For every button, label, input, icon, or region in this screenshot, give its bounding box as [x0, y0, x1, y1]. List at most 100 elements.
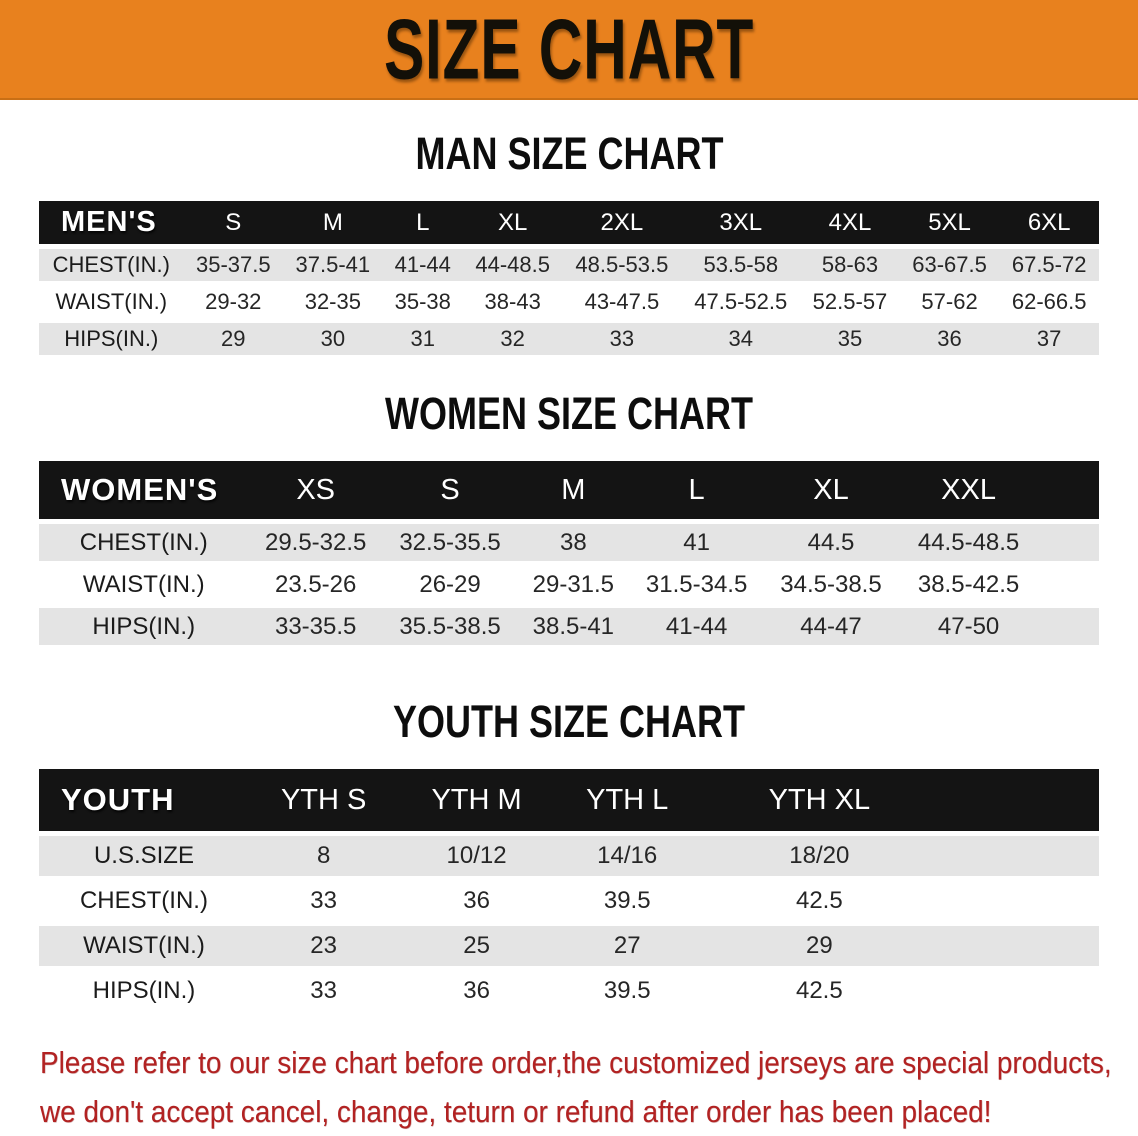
size-value-cell: 36	[463, 977, 490, 1004]
size-value-cell: 63-67.5	[899, 249, 1000, 281]
table-row: CHEST(IN.) 33 36 39.5 42.5	[39, 881, 1099, 921]
size-column-header: S	[183, 201, 284, 244]
size-value-cell: 39.5	[603, 977, 651, 1004]
size-column-header: YTH XL	[699, 769, 1099, 831]
size-value-cell: 32.5-35.5	[382, 524, 518, 561]
size-value-cell: 37	[999, 323, 1099, 355]
size-value-cell: 34.5-38.5	[780, 570, 882, 598]
table-row: HIPS(IN.) 29 30 31 32 33 34 35 36 37	[39, 323, 1099, 355]
size-value-cell: 58-63	[800, 249, 900, 281]
size-column-header: M	[517, 461, 630, 519]
size-value-cell: 44-48.5	[462, 249, 563, 281]
size-value-cell: 29	[183, 323, 284, 355]
size-value-cell: 10/12	[398, 836, 555, 876]
size-value-cell: 38.5-41	[517, 608, 630, 645]
table-header-row: YOUTH YTH S YTH M YTH L YTH XL	[39, 769, 1099, 831]
size-value-cell: 8	[248, 836, 399, 876]
size-value-cell: 35	[800, 323, 900, 355]
size-column-header: 5XL	[899, 201, 1000, 244]
size-value-cell: 25	[398, 926, 555, 966]
table-row: U.S.SIZE 8 10/12 14/16 18/20	[39, 836, 1099, 876]
table-header-row: WOMEN'S XS S M L XL XXL	[39, 461, 1099, 519]
youth-section-heading: YOUTH SIZE CHART	[0, 696, 1138, 748]
row-label: HIPS(IN.)	[92, 977, 196, 1004]
table-row: CHEST(IN.) 35-37.5 37.5-41 41-44 44-48.5 48.5…	[39, 249, 1099, 281]
women-size-table: WOMEN'S XS S M L XL XXL CHEST(IN.) 29.5-32.5 32.5…	[39, 456, 1099, 650]
row-label: CHEST(IN.)	[39, 524, 249, 561]
size-value-cell: 41	[629, 524, 764, 561]
size-column-header: XL	[763, 461, 899, 519]
row-label: HIPS(IN.)	[39, 608, 249, 645]
table-row: CHEST(IN.) 29.5-32.5 32.5-35.5 38 41 44.5 44.5…	[39, 524, 1099, 561]
size-column-header: XXL	[898, 461, 1099, 519]
size-value-cell: 47.5-52.5	[694, 289, 788, 314]
size-column-header: L	[629, 461, 764, 519]
size-value-cell: 62-66.5	[1011, 289, 1087, 314]
size-column-header: S	[382, 461, 518, 519]
size-value-cell: 35-38	[394, 289, 451, 314]
size-value-cell: 29-31.5	[532, 570, 615, 598]
size-value-cell: 27	[554, 926, 700, 966]
size-value-cell: 52.5-57	[812, 289, 888, 314]
size-value-cell: 44.5-48.5	[898, 524, 1099, 561]
table-row: HIPS(IN.) 33 36 39.5 42.5	[39, 971, 1099, 1011]
disclaimer-line: we don't accept cancel, change, teturn o…	[40, 1094, 992, 1129]
size-value-cell: 29-32	[205, 289, 262, 314]
row-label: CHEST(IN.)	[79, 887, 208, 914]
size-value-cell: 30	[283, 323, 383, 355]
size-value-cell: 29.5-32.5	[248, 524, 383, 561]
row-label: U.S.SIZE	[39, 836, 249, 876]
table-row: WAIST(IN.) 23.5-26 26-29 29-31.5 31.5-34.5 34…	[39, 566, 1099, 603]
women-section-heading: WOMEN SIZE CHART	[0, 388, 1138, 440]
size-value-cell: 38.5-42.5	[917, 570, 1020, 598]
size-value-cell: 48.5-53.5	[562, 249, 682, 281]
table-header-row: MEN'S S M L XL 2XL 3XL 4XL 5XL 6XL	[39, 201, 1099, 244]
section-heading-text: MAN SIZE CHART	[414, 128, 723, 179]
page-title: SIZE CHART	[383, 1, 755, 97]
table-header-label: WOMEN'S	[39, 461, 249, 519]
size-value-cell: 14/16	[554, 836, 700, 876]
size-value-cell: 39.5	[603, 887, 651, 914]
section-heading-text: WOMEN SIZE CHART	[384, 388, 753, 439]
size-value-cell: 31	[382, 323, 463, 355]
size-value-cell: 33-35.5	[248, 608, 383, 645]
size-column-header: M	[283, 201, 383, 244]
size-value-cell: 38-43	[484, 289, 541, 314]
size-column-header: XL	[462, 201, 563, 244]
size-column-header: 3XL	[681, 201, 801, 244]
men-section-heading: MAN SIZE CHART	[0, 128, 1138, 180]
size-column-header: XS	[248, 461, 383, 519]
row-label: WAIST(IN.)	[39, 926, 249, 966]
size-value-cell: 41-44	[382, 249, 463, 281]
table-header-label: YOUTH	[39, 769, 249, 831]
table-row: WAIST(IN.) 29-32 32-35 35-38 38-43 43-47.5 47.…	[39, 286, 1099, 318]
size-value-cell: 35-37.5	[183, 249, 284, 281]
size-value-cell: 53.5-58	[681, 249, 801, 281]
row-label: CHEST(IN.)	[39, 249, 184, 281]
size-value-cell: 36	[463, 887, 490, 914]
size-value-cell: 44.5	[763, 524, 899, 561]
size-value-cell: 23	[248, 926, 399, 966]
size-value-cell: 37.5-41	[283, 249, 383, 281]
size-value-cell: 42.5	[795, 977, 843, 1004]
size-value-cell: 34	[681, 323, 801, 355]
size-value-cell: 38	[517, 524, 630, 561]
size-column-header: YTH M	[398, 769, 555, 831]
row-label: WAIST(IN.)	[55, 289, 168, 314]
table-header-label: MEN'S	[39, 201, 184, 244]
size-value-cell: 67.5-72	[999, 249, 1099, 281]
size-column-header: 4XL	[800, 201, 900, 244]
size-column-header: 2XL	[562, 201, 682, 244]
size-column-header: YTH L	[554, 769, 700, 831]
size-value-cell: 36	[899, 323, 1000, 355]
disclaimer-note: Please refer to our size chart before or…	[40, 1038, 1138, 1136]
disclaimer-line: Please refer to our size chart before or…	[40, 1045, 1112, 1080]
size-value-cell: 42.5	[795, 887, 843, 914]
size-value-cell: 41-44	[629, 608, 764, 645]
size-value-cell: 18/20	[699, 836, 1099, 876]
size-value-cell: 35.5-38.5	[382, 608, 518, 645]
size-value-cell: 26-29	[419, 570, 481, 598]
size-value-cell: 44-47	[763, 608, 899, 645]
size-value-cell: 32	[462, 323, 563, 355]
